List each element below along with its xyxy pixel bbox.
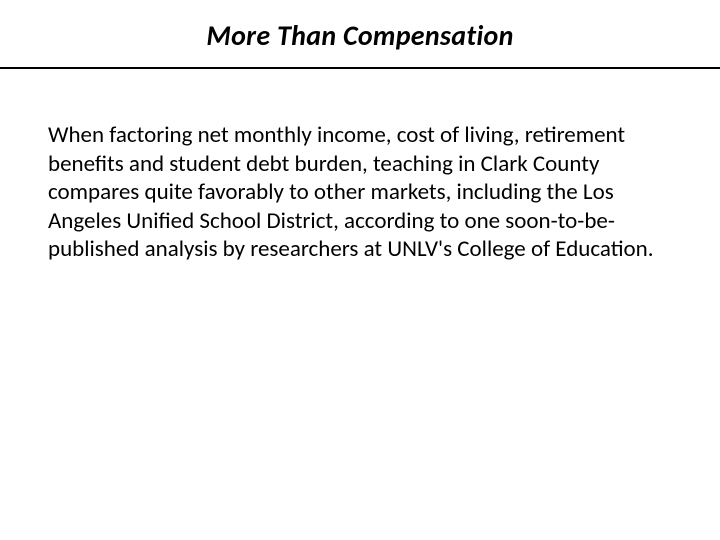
- slide-container: More Than Compensation When factoring ne…: [0, 0, 720, 540]
- body-area: When factoring net monthly income, cost …: [0, 69, 720, 264]
- slide-body-text: When factoring net monthly income, cost …: [48, 121, 672, 264]
- slide-title: More Than Compensation: [0, 18, 720, 53]
- title-area: More Than Compensation: [0, 0, 720, 67]
